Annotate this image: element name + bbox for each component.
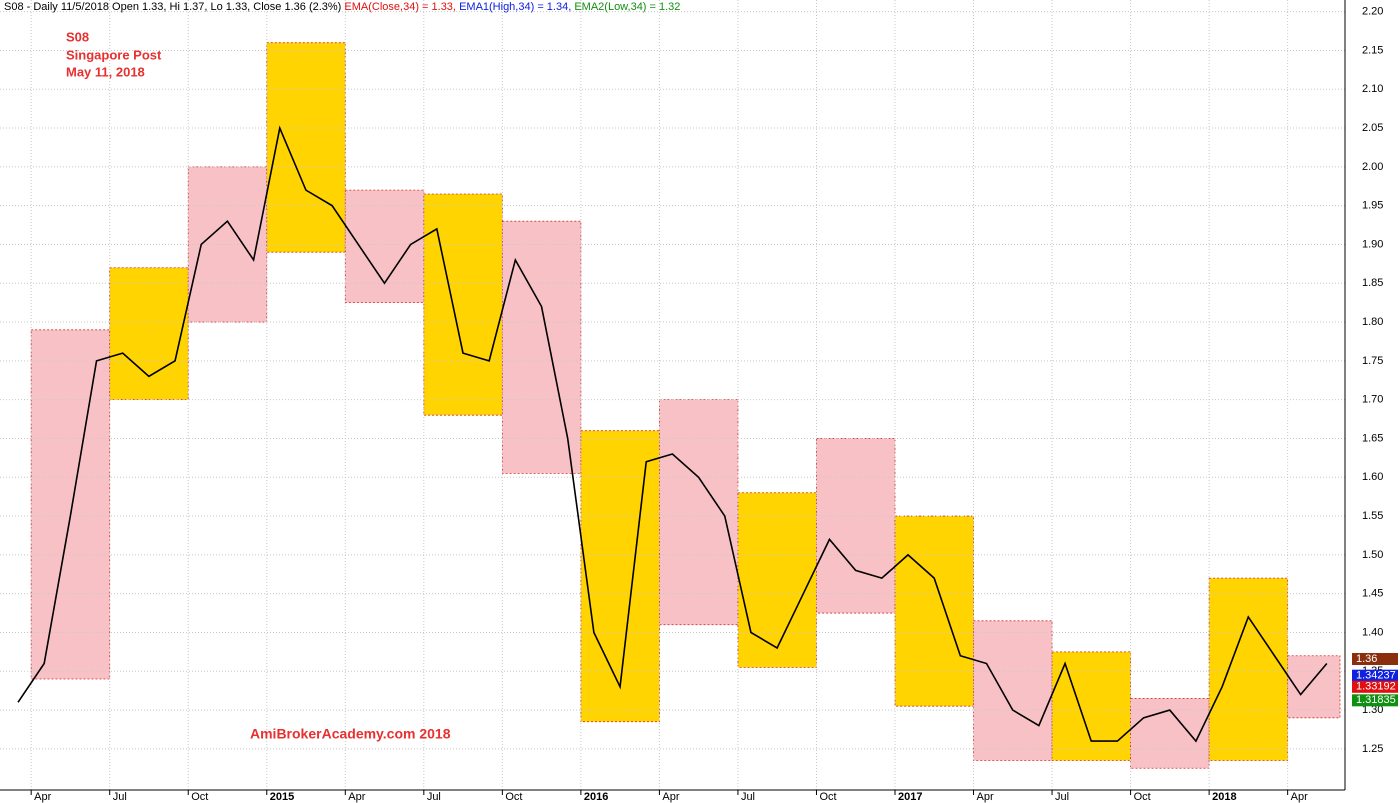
- zone: [344, 189, 425, 304]
- plot-area: [0, 0, 1346, 795]
- y-tick-label: 1.95: [1362, 200, 1383, 212]
- annotation: Singapore Post: [66, 47, 162, 62]
- x-tick-label: Apr: [977, 791, 994, 803]
- y-tick-label: 1.80: [1362, 316, 1383, 328]
- y-tick-label: 1.85: [1362, 277, 1383, 289]
- y-tick-label: 1.75: [1362, 355, 1383, 367]
- zone: [30, 329, 111, 680]
- zone: [423, 193, 503, 416]
- zone: [1208, 577, 1289, 761]
- zone: [973, 620, 1053, 761]
- annotation: S08: [66, 29, 89, 44]
- y-tick-label: 1.60: [1362, 471, 1383, 483]
- y-tick-label: 1.40: [1362, 626, 1383, 638]
- x-tick-label: Oct: [1134, 791, 1151, 803]
- price-tag-label: 1.34237: [1356, 670, 1396, 682]
- y-tick-label: 1.25: [1362, 743, 1383, 755]
- header-ema1: EMA1(High,34) = 1.34,: [459, 1, 571, 13]
- y-tick-label: 2.00: [1362, 161, 1383, 173]
- x-tick-label: Jul: [427, 791, 441, 803]
- price-line: [17, 125, 1328, 743]
- price-tag: [1352, 694, 1398, 707]
- zone: [109, 267, 189, 401]
- x-tick-label: Oct: [191, 791, 208, 803]
- x-tick-label: 2015: [270, 791, 294, 803]
- y-tick-label: 1.55: [1362, 510, 1383, 522]
- zone: [1051, 651, 1131, 761]
- price-tag-label: 1.33192: [1356, 681, 1396, 693]
- price-tag: [1352, 653, 1398, 666]
- y-tick-label: 2.20: [1362, 6, 1383, 18]
- watermark: AmiBrokerAcademy.com 2018: [250, 726, 451, 742]
- x-tick-label: Apr: [348, 791, 365, 803]
- zone: [501, 220, 582, 474]
- x-tick-label: Oct: [819, 791, 836, 803]
- zone: [816, 438, 896, 614]
- price-tag-label: 1.31835: [1356, 694, 1396, 706]
- x-tick-label: 2016: [584, 791, 608, 803]
- zone: [580, 430, 660, 723]
- header: S08 - Daily 11/5/2018 Open 1.33, Hi 1.37…: [4, 1, 680, 13]
- y-tick-label: 1.65: [1362, 432, 1383, 444]
- zone: [266, 42, 346, 253]
- x-tick-label: Apr: [34, 791, 51, 803]
- x-tick-label: Jul: [1055, 791, 1069, 803]
- price-tag-label: 1.36: [1356, 653, 1377, 665]
- x-tick-label: Jul: [113, 791, 127, 803]
- price-tag: [1352, 669, 1398, 682]
- y-tick-label: 2.05: [1362, 122, 1383, 134]
- x-tick-label: Jul: [741, 791, 755, 803]
- y-tick-label: 1.50: [1362, 549, 1383, 561]
- zone: [1130, 698, 1210, 769]
- y-tick-label: 2.15: [1362, 44, 1383, 56]
- y-tick-label: 1.90: [1362, 238, 1383, 250]
- price-tag: [1352, 680, 1398, 693]
- header-text: S08 - Daily 11/5/2018 Open 1.33, Hi 1.37…: [4, 1, 341, 13]
- x-tick-label: Oct: [505, 791, 522, 803]
- header-ema2: EMA2(Low,34) = 1.32: [574, 1, 680, 13]
- header-ema: EMA(Close,34) = 1.33,: [344, 1, 456, 13]
- y-tick-label: 1.70: [1362, 394, 1383, 406]
- x-tick-label: 2017: [898, 791, 922, 803]
- annotation: May 11, 2018: [66, 64, 145, 79]
- y-tick-label: 1.30: [1362, 704, 1383, 716]
- x-tick-label: Apr: [1291, 791, 1308, 803]
- zone: [187, 166, 268, 323]
- zone: [894, 515, 974, 707]
- zone: [737, 492, 817, 668]
- y-tick-label: 1.45: [1362, 588, 1383, 600]
- y-tick-label: 2.10: [1362, 83, 1383, 95]
- x-tick-label: 2018: [1212, 791, 1236, 803]
- zone: [659, 399, 739, 626]
- x-tick-label: Apr: [662, 791, 679, 803]
